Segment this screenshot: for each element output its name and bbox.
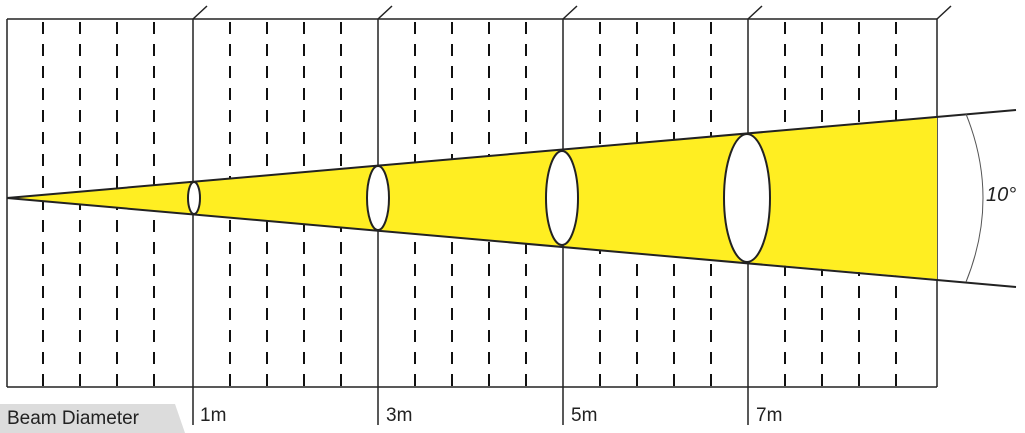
distance-label-5m: 5m (571, 405, 598, 426)
beam-diameter-tab: Beam Diameter (0, 404, 185, 433)
beam-cone (7, 117, 937, 279)
angle-arc (965, 113, 984, 283)
cross-section-1m (187, 181, 201, 215)
distance-label-1m: 1m (200, 405, 227, 426)
cross-section-5m (545, 150, 579, 246)
beam-diameter-label: Beam Diameter (7, 408, 139, 429)
beam-angle-label: 10° (986, 184, 1017, 206)
cross-section-3m (366, 165, 390, 231)
cross-section-7m (723, 133, 771, 263)
distance-label-3m: 3m (386, 405, 413, 426)
distance-label-7m: 7m (756, 405, 783, 426)
beam-edges (6, 109, 1017, 288)
beam-cross-sections (187, 133, 771, 263)
